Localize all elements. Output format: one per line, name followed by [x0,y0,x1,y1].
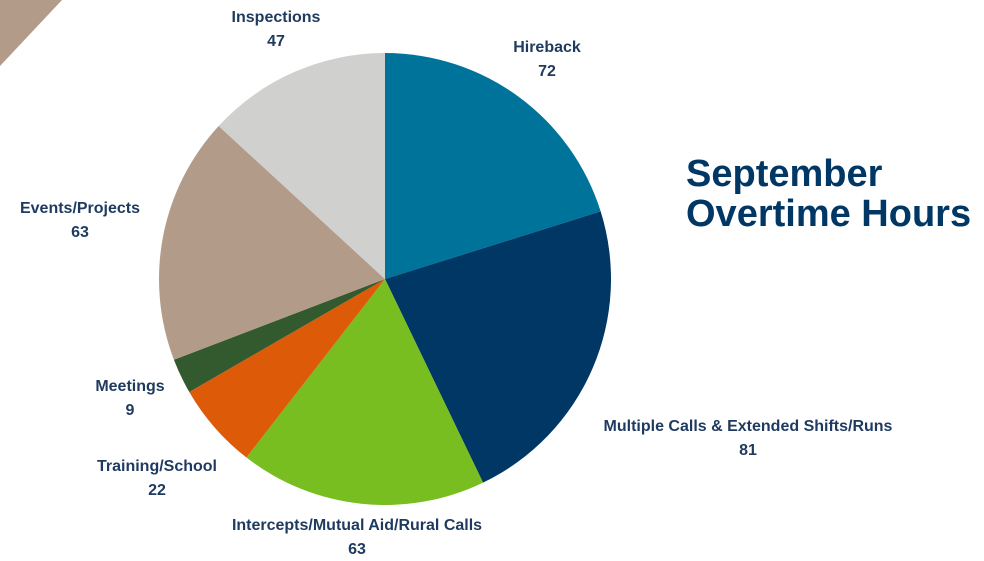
slice-label: Multiple Calls & Extended Shifts/Runs [604,418,893,435]
slice-label: Hireback [513,39,581,56]
slice-value: 63 [71,224,89,241]
slice-value: 63 [348,541,366,558]
slice-label: Events/Projects [20,200,140,217]
pie-slice [385,53,601,279]
slice-value: 81 [739,442,757,459]
pie-slice [159,126,385,360]
chart-title: September Overtime Hours [686,153,972,235]
slice-label: Training/School [97,458,217,475]
pie-slice [218,53,385,279]
slice-value: 47 [267,33,285,50]
slice-label: Inspections [232,9,321,26]
pie-slice [385,211,611,483]
slice-label: Intercepts/Mutual Aid/Rural Calls [232,517,482,534]
slice-label: Meetings [95,378,164,395]
pie-slice [173,279,385,392]
slice-value: 22 [148,482,166,499]
pie-slice [246,279,484,505]
slice-value: 9 [126,402,135,419]
pie-slice [189,279,385,458]
decoration [0,0,62,66]
slice-value: 72 [538,63,556,80]
